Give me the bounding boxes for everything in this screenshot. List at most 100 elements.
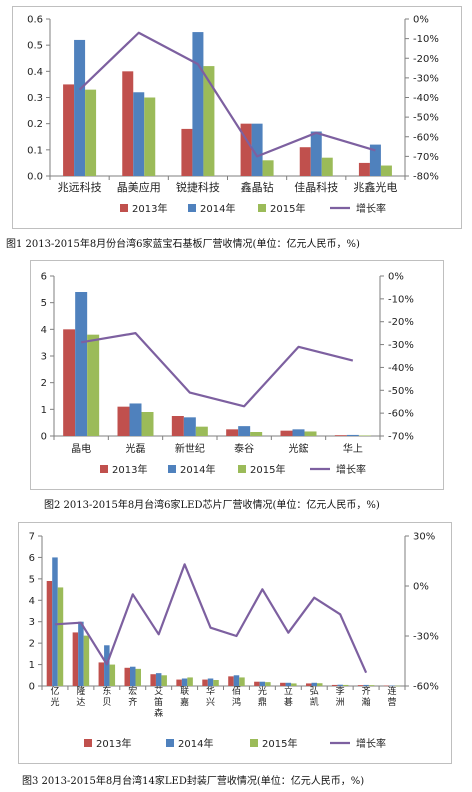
bar-3-10 [291, 683, 297, 686]
legend-label: 增长率 [336, 463, 366, 476]
bar-1-5 [280, 430, 293, 436]
bar-3-2 [144, 97, 156, 176]
bar-1-4 [240, 123, 252, 176]
bar-1-14 [383, 685, 390, 687]
bar-3-3 [109, 664, 116, 686]
x-category-label: 弘凯 [310, 686, 319, 708]
x-category-char: 碁 [284, 696, 293, 708]
legend-swatch-1 [100, 465, 108, 473]
bar-2-11 [311, 682, 317, 686]
bar-3-5 [321, 157, 333, 176]
x-category-label: 亿光 [50, 685, 59, 708]
x-category-label: 华上 [343, 442, 363, 455]
x-category-label: 联嘉 [180, 686, 189, 708]
y2-tick-label: -60% [413, 132, 439, 143]
legend-swatch-2 [166, 739, 174, 747]
bar-2-2 [133, 92, 145, 176]
bar-1-9 [254, 681, 260, 686]
y-tick-label: 0.5 [27, 41, 43, 52]
x-category-char: 东 [102, 685, 111, 697]
bar-3-4 [135, 668, 141, 686]
legend-swatch-3 [258, 204, 266, 212]
y2-tick-label: -60% [388, 409, 414, 420]
x-category-label: 连营 [388, 685, 397, 708]
legend-swatch-2 [168, 465, 176, 473]
x-category-char: 凯 [310, 696, 319, 708]
y2-tick-label: -10% [388, 294, 414, 305]
bar-3-7 [213, 680, 219, 686]
y-tick-label: 0.3 [27, 93, 43, 104]
bar-1-2 [117, 406, 130, 436]
x-category-char: 光 [258, 685, 267, 697]
growth-rate-line [54, 563, 368, 674]
bar-3-14 [394, 685, 401, 687]
x-category-label: 立碁 [284, 685, 293, 708]
x-category-char: 达 [76, 696, 85, 708]
y-tick-label: 3 [29, 617, 35, 628]
bar-3-1 [57, 587, 64, 686]
y-tick-label: 5 [41, 298, 47, 309]
x-category-char: 贝 [102, 697, 111, 708]
x-category-label: 泰谷 [234, 442, 254, 455]
y-tick-label: 2 [29, 639, 35, 650]
y2-tick-label: -50% [388, 386, 414, 397]
bar-1-7 [202, 679, 208, 686]
chart-2-caption: 图2 2013-2015年8月台湾6家LED芯片厂营收情况(单位：亿元人民币，%… [44, 500, 380, 511]
x-category-char: 佰 [232, 685, 241, 697]
bar-2-10 [285, 682, 292, 686]
legend-label: 增长率 [356, 737, 386, 750]
bar-2-3 [192, 32, 204, 177]
y2-tick-label: -10% [413, 34, 439, 45]
legend-label: 2014年 [180, 463, 215, 476]
x-category-label: 佳晶科技 [294, 180, 338, 194]
x-category-char: 营 [388, 696, 397, 708]
x-category-label: 宏齐 [128, 685, 137, 708]
x-category-char: 齐 [362, 685, 371, 697]
legend-label: 2015年 [270, 202, 305, 215]
chart-1-svg: 0.0 0.1 0.2 0.3 0.4 0.5 0.6 0% -10% -20% -30% -40% -… [27, 15, 439, 216]
y-tick-label: 0.6 [27, 15, 43, 26]
bar-2-5 [292, 429, 305, 436]
x-category-char: 鸿 [232, 696, 241, 708]
chart-3-caption: 图3 2013-2015年8月台湾14家LED封装厂营收情况(单位：亿元人民币，… [22, 776, 365, 787]
x-category-char: 立 [284, 685, 293, 697]
y2-tick-label: -40% [388, 363, 414, 374]
bar-2-1 [52, 557, 58, 686]
legend-swatch-3 [238, 465, 246, 473]
bar-2-1 [74, 39, 86, 176]
bar-1-4 [226, 429, 239, 436]
bar-2-5 [155, 673, 162, 686]
bar-3-4 [262, 160, 274, 176]
bar-1-4 [124, 667, 130, 686]
bar-1-6 [358, 162, 370, 176]
bar-1-1 [46, 581, 53, 686]
y-tick-label: 3 [41, 352, 47, 363]
y-tick-label: 0 [41, 432, 47, 443]
legend-label: 2013年 [132, 202, 167, 215]
bar-3-5 [304, 431, 317, 436]
x-category-label: 齐瀚 [362, 685, 371, 708]
bar-1-13 [357, 685, 364, 686]
y2-tick-label: -60% [413, 682, 439, 693]
y-tick-label: 5 [29, 574, 35, 585]
x-category-char: 瀚 [362, 696, 371, 708]
y2-tick-label: -40% [413, 93, 439, 104]
bar-3-1 [87, 334, 100, 436]
x-category-char: 联 [180, 686, 189, 697]
bar-2-4 [251, 123, 263, 176]
chart-1-caption: 图1 2013-2015年8月份台湾6家蓝宝石基板厂营收情况(单位：亿元人民币，… [6, 239, 360, 250]
bar-1-1 [63, 84, 75, 176]
bar-3-2 [83, 635, 90, 686]
bar-3-1 [85, 89, 97, 176]
x-category-label: 兆远科技 [58, 180, 102, 194]
x-category-char: 光 [50, 696, 59, 708]
bar-1-10 [280, 682, 286, 686]
bar-2-6 [346, 434, 359, 436]
y2-tick-label: -20% [388, 317, 414, 328]
bar-2-5 [310, 131, 322, 176]
bar-2-13 [363, 684, 369, 686]
x-category-label: 佰鸿 [232, 685, 241, 708]
y2-tick-label: -20% [413, 54, 439, 65]
x-category-label: 鑫晶钻 [241, 180, 274, 194]
